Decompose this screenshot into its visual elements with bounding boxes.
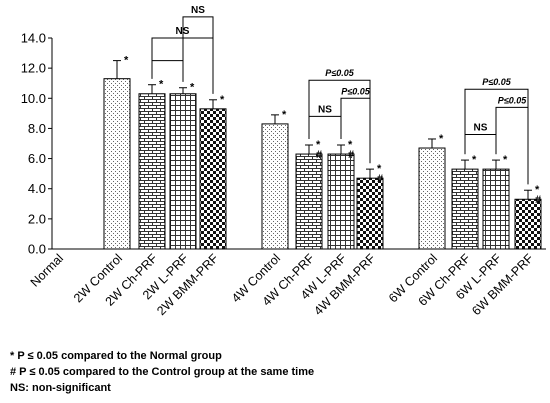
bar	[418, 147, 446, 250]
comparison-label: P≤0.05	[482, 77, 511, 87]
footnote-non-significant: NS: non-significant	[10, 382, 111, 394]
bar	[295, 153, 323, 250]
significance-mark: #	[535, 194, 541, 206]
comparison-bracket	[340, 97, 371, 164]
comparison-bracket	[495, 106, 529, 185]
y-tick-label: 0.0	[28, 242, 46, 257]
bar	[169, 93, 197, 250]
y-tick-label: 14.0	[21, 31, 46, 46]
footnote-normal-group: * P ≤ 0.05 compared to the Normal group	[10, 350, 222, 362]
bar	[327, 153, 355, 250]
bar	[451, 168, 479, 250]
significance-mark: *	[282, 109, 287, 121]
significance-mark: #	[348, 149, 354, 161]
bar	[199, 108, 227, 250]
footnotes: * P ≤ 0.05 compared to the Normal group …	[10, 348, 314, 396]
comparison-bracket	[182, 16, 214, 94]
y-tick-label: 6.0	[28, 151, 46, 166]
significance-mark: *	[190, 82, 195, 94]
bar	[138, 93, 166, 250]
comparison-label: NS	[191, 5, 205, 16]
significance-mark: *	[220, 94, 225, 106]
comparison-bracket	[464, 133, 497, 155]
significance-mark: *	[159, 79, 164, 91]
bar	[356, 177, 384, 250]
significance-mark: *	[316, 139, 321, 151]
comparison-bracket	[308, 115, 342, 140]
bar-chart: 0.02.04.06.08.010.012.014.0 ** ****#*#*#*…	[21, 5, 546, 318]
significance-mark: #	[377, 173, 383, 185]
comparison-label: NS	[318, 104, 332, 115]
bar	[514, 198, 542, 250]
y-tick-label: 4.0	[28, 181, 46, 196]
bar	[261, 123, 289, 250]
significance-mark: *	[439, 133, 444, 145]
comparison-label: P≤0.05	[325, 68, 354, 78]
comparison-label: P≤0.05	[498, 95, 527, 105]
y-tick-label: 10.0	[21, 91, 46, 106]
significance-mark: *	[503, 154, 508, 166]
category-label: Normal	[28, 251, 66, 289]
significance-mark: *	[535, 184, 540, 196]
y-tick-label: 8.0	[28, 121, 46, 136]
y-tick-label: 12.0	[21, 61, 46, 76]
significance-mark: #	[316, 149, 322, 161]
y-tick-label: 2.0	[28, 211, 46, 226]
significance-mark: *	[124, 55, 129, 67]
comparison-label: P≤0.05	[341, 86, 370, 96]
comparison-bracket	[151, 60, 184, 82]
bar	[103, 78, 131, 250]
significance-mark: *	[348, 139, 353, 151]
significance-mark: *	[472, 154, 477, 166]
significance-mark: *	[377, 163, 382, 175]
footnote-control-group: # P ≤ 0.05 compared to the Control group…	[10, 366, 315, 378]
bar	[482, 168, 510, 250]
comparison-label: NS	[474, 122, 488, 133]
